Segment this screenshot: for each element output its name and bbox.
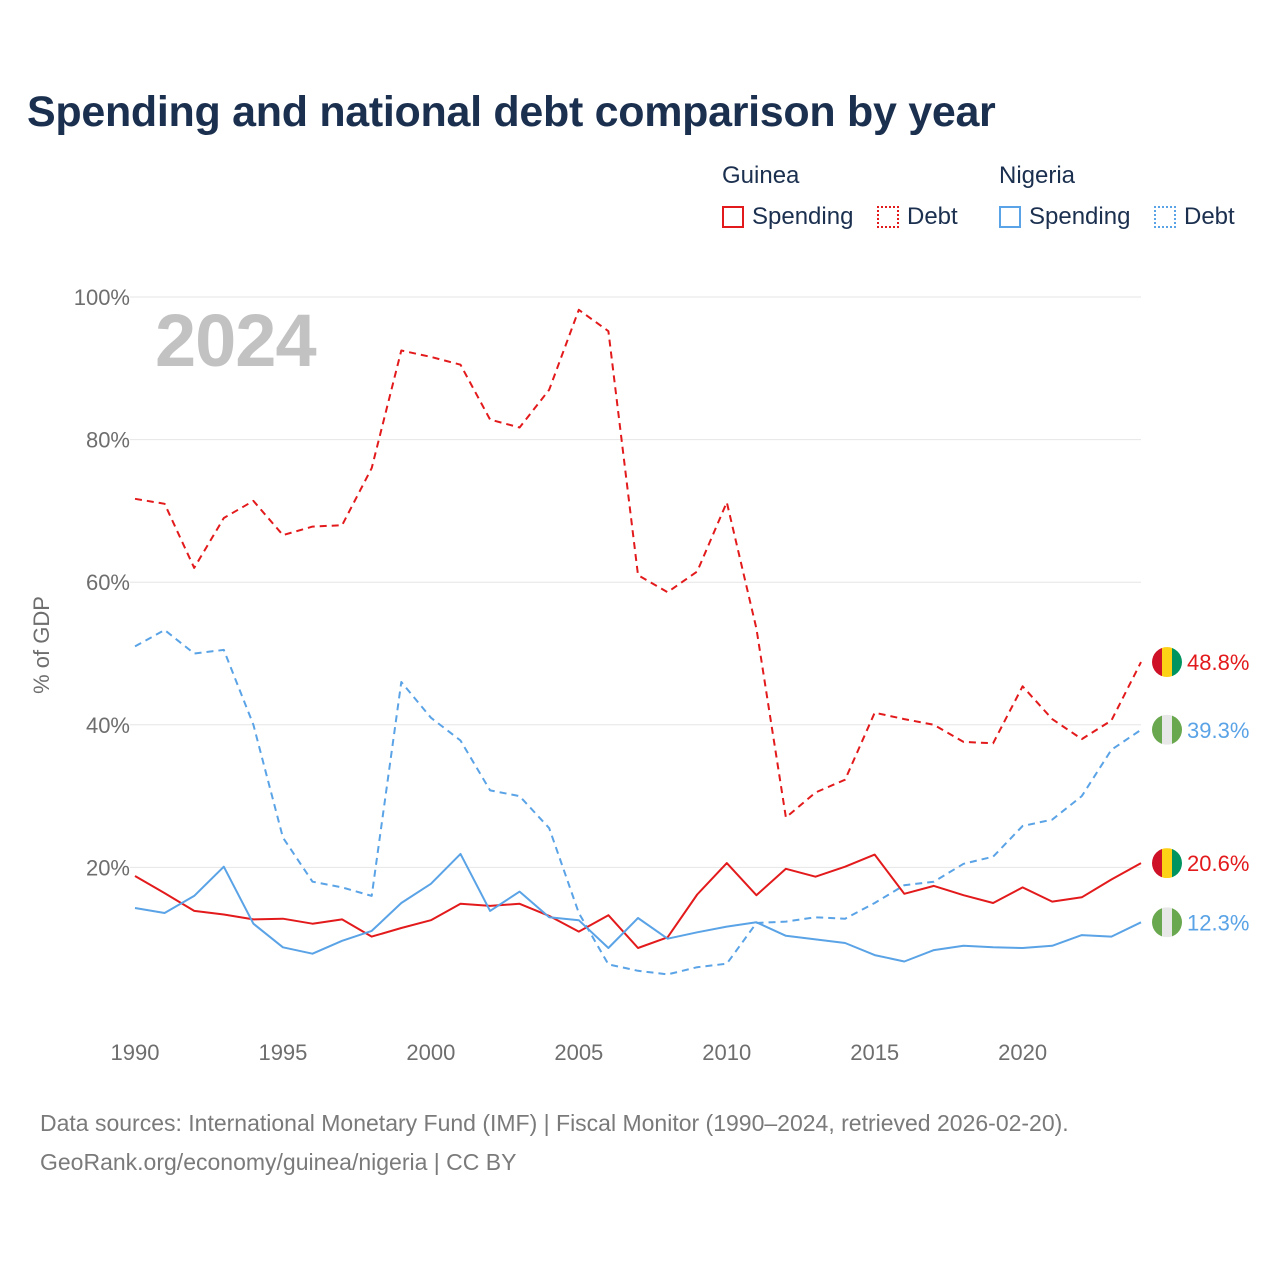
x-tick-1995: 1995 — [258, 1040, 307, 1065]
legend-label-guinea-debt: Debt — [907, 203, 958, 230]
year-watermark: 2024 — [155, 299, 317, 382]
legend-nigeria-spending[interactable]: Spending — [999, 203, 1130, 231]
legend-swatch-guinea-spending — [722, 206, 744, 228]
flag-stripe-2 — [1162, 907, 1172, 938]
y-tick-labels: 20% 40% 60% 80% 100% — [74, 285, 130, 880]
x-tick-2015: 2015 — [850, 1040, 899, 1065]
x-tick-2010: 2010 — [702, 1040, 751, 1065]
y-tick-60: 60% — [86, 570, 130, 595]
flag-stripe-1 — [1152, 907, 1162, 938]
flag-stripe-1 — [1152, 714, 1162, 745]
flag-marker-guinea-debt — [1152, 647, 1182, 678]
end-label-nigeria-debt: 39.3% — [1187, 718, 1249, 743]
legend-group-guinea: Guinea — [722, 162, 800, 189]
gridlines — [130, 296, 1141, 868]
y-tick-80: 80% — [86, 428, 130, 453]
legend-nigeria-debt[interactable]: Debt — [1154, 203, 1235, 231]
x-tick-1990: 1990 — [111, 1040, 160, 1065]
x-tick-labels: 1990 1995 2000 2005 2010 2015 2020 — [111, 1040, 1048, 1065]
flag-stripe-2 — [1162, 647, 1172, 678]
flag-stripe-3 — [1172, 907, 1182, 938]
source-line-2[interactable]: GeoRank.org/economy/guinea/nigeria | CC … — [40, 1149, 517, 1175]
y-tick-40: 40% — [86, 713, 130, 738]
legend-guinea-debt[interactable]: Debt — [877, 203, 958, 231]
flag-stripe-1 — [1152, 647, 1162, 678]
flag-stripe-1 — [1152, 848, 1162, 879]
end-label-guinea-spending: 20.6% — [1187, 851, 1249, 876]
flag-marker-nigeria-spending — [1152, 907, 1182, 938]
legend-label-nigeria-debt: Debt — [1184, 203, 1235, 230]
y-tick-20: 20% — [86, 855, 130, 880]
legend-group-nigeria: Nigeria — [999, 162, 1076, 189]
end-label-guinea-debt: 48.8% — [1187, 650, 1249, 675]
series-nigeria-spending — [134, 852, 1142, 963]
flag-marker-guinea-spending — [1152, 848, 1182, 879]
flag-stripe-3 — [1172, 848, 1182, 879]
flag-marker-nigeria-debt — [1152, 714, 1182, 745]
legend-swatch-nigeria-debt — [1154, 206, 1176, 228]
end-markers: 48.8% 39.3% 20.6% 12.3% — [1152, 647, 1249, 938]
flag-stripe-3 — [1172, 714, 1182, 745]
legend-guinea-spending[interactable]: Spending — [722, 203, 853, 231]
flag-stripe-3 — [1172, 647, 1182, 678]
x-tick-2020: 2020 — [998, 1040, 1047, 1065]
x-tick-2000: 2000 — [406, 1040, 455, 1065]
series-guinea-spending — [134, 853, 1142, 949]
legend-label-guinea-spending: Spending — [752, 203, 854, 230]
source-line-1: Data sources: International Monetary Fun… — [40, 1110, 1069, 1136]
series-nigeria-debt — [134, 629, 1142, 976]
y-tick-100: 100% — [74, 285, 130, 310]
legend-swatch-nigeria-spending — [999, 206, 1021, 228]
flag-stripe-2 — [1162, 714, 1172, 745]
legend-swatch-guinea-debt — [877, 206, 899, 228]
flag-stripe-2 — [1162, 848, 1172, 879]
chart-title: Spending and national debt comparison by… — [27, 88, 996, 136]
end-label-nigeria-spending: 12.3% — [1187, 910, 1249, 935]
series-guinea-debt — [134, 308, 1142, 819]
legend-label-nigeria-spending: Spending — [1029, 203, 1131, 230]
x-tick-2005: 2005 — [554, 1040, 603, 1065]
series-lines — [134, 308, 1142, 976]
